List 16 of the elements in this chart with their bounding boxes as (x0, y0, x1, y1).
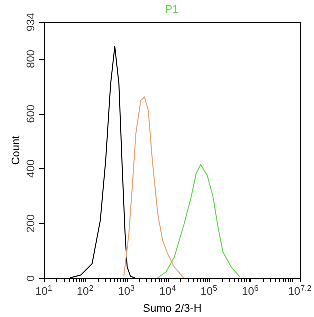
y-tick-label: 934 (26, 13, 38, 32)
x-tick-label: 10$^{2}$ (76, 284, 94, 298)
y-tick-label: 800 (26, 50, 38, 68)
x-tick-label: 10$^{7.2}$ (288, 284, 312, 298)
x-tick-label: 10$^{1}$ (36, 284, 53, 298)
x-tick-label: 10$^{3}$ (118, 284, 136, 298)
chart-title: P1 (165, 4, 179, 16)
x-axis-title: Sumo 2/3-H (143, 303, 202, 315)
y-axis-title: Count (10, 136, 22, 166)
x-tick-label: 10$^{4}$ (160, 284, 177, 298)
y-tick-label: 600 (26, 104, 38, 124)
y-tick-label: 0 (26, 275, 38, 282)
y-tick-label: 200 (26, 214, 38, 233)
y-tick-label: 400 (26, 160, 38, 178)
x-tick-label: 10$^{6}$ (242, 284, 260, 298)
x-tick-label: 10$^{5}$ (200, 284, 218, 298)
